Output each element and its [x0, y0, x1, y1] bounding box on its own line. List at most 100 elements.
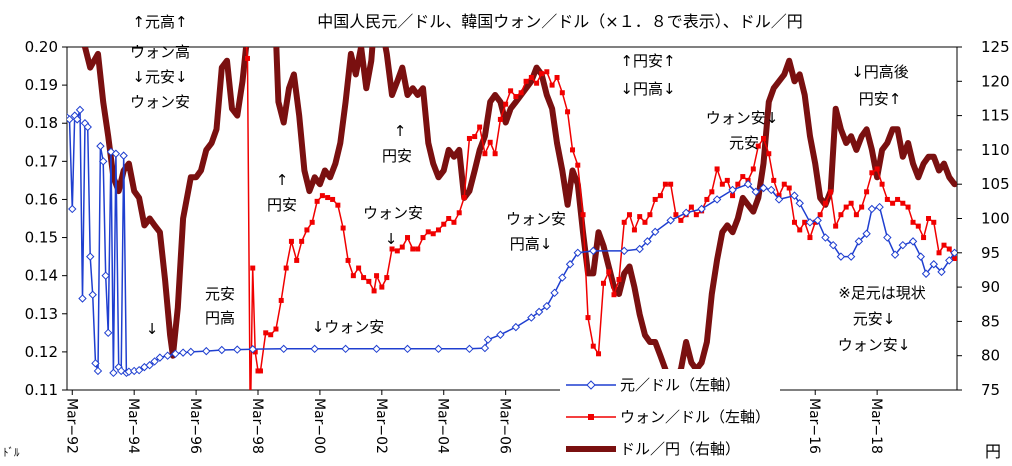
x-axis-tick-label: Mar−96 — [187, 398, 203, 454]
annotation: ウォン安 — [506, 210, 566, 228]
left-axis-unit: ﾄﾞﾙ — [3, 446, 20, 459]
data-point — [441, 221, 447, 227]
data-point — [244, 55, 250, 61]
data-point — [544, 69, 550, 75]
annotation: 円高↓ — [510, 235, 553, 253]
left-axis-tick-label: 0.11 — [25, 381, 58, 399]
data-point — [668, 181, 674, 187]
data-point — [559, 90, 565, 96]
data-point — [67, 115, 74, 124]
data-point — [620, 246, 629, 256]
annotation: 円安 — [382, 147, 412, 165]
data-point — [570, 147, 576, 153]
right-axis: 125 120 115 110 105 100 95 90 85 80 75 — [957, 38, 1010, 399]
data-point — [309, 219, 315, 225]
data-point — [774, 195, 784, 204]
annotation: ↑ — [394, 122, 407, 140]
data-point — [802, 219, 808, 225]
data-point — [119, 151, 128, 160]
series-line — [67, 109, 956, 374]
data-point — [647, 212, 653, 218]
data-point — [805, 218, 815, 227]
data-point — [652, 196, 658, 202]
legend: 元／ドル（左軸） ウォン／ドル（左軸） ドル／円（右軸） — [560, 369, 780, 466]
data-point — [846, 252, 856, 261]
data-point — [795, 199, 804, 208]
data-point — [558, 273, 567, 282]
series-layer — [67, 47, 957, 390]
data-point — [134, 365, 144, 375]
series-1 — [244, 47, 957, 390]
series-line — [81, 47, 957, 387]
data-point — [288, 238, 294, 244]
legend-item: ドル／円（右軸） — [566, 440, 740, 458]
data-point — [709, 189, 715, 195]
data-point — [895, 196, 901, 202]
data-point — [99, 157, 108, 166]
data-point — [697, 204, 706, 214]
data-point — [96, 141, 105, 151]
data-point — [862, 229, 871, 238]
data-point — [435, 227, 441, 233]
data-point — [714, 166, 720, 172]
data-point — [704, 196, 710, 202]
data-point — [946, 246, 952, 252]
data-point — [790, 191, 799, 200]
data-point — [68, 204, 77, 214]
data-point — [890, 250, 900, 259]
data-point — [534, 307, 544, 317]
data-point — [874, 166, 880, 172]
data-point — [781, 181, 787, 187]
data-point — [575, 162, 581, 168]
data-point — [257, 368, 263, 374]
x-axis-tick-label: Mar−02 — [373, 398, 389, 454]
data-point — [91, 359, 100, 368]
data-point — [335, 202, 341, 208]
annotation: 円安↑ — [859, 90, 902, 108]
data-point — [466, 135, 472, 141]
data-point — [492, 151, 498, 157]
data-point — [565, 260, 575, 269]
legend-item: 元／ドル（左軸） — [566, 376, 740, 394]
data-point — [915, 223, 921, 229]
data-point — [299, 238, 305, 244]
data-point — [941, 242, 947, 248]
legend-item: ウォン／ドル（左軸） — [566, 408, 770, 426]
right-axis-tick-label: 90 — [981, 278, 1000, 296]
data-point — [797, 227, 803, 233]
data-point — [937, 267, 946, 277]
data-point — [420, 235, 426, 241]
data-point — [926, 216, 932, 221]
data-point — [786, 185, 792, 191]
data-point — [905, 204, 911, 210]
x-axis-tick-label: Mar−06 — [497, 398, 513, 454]
data-point — [361, 275, 367, 281]
data-point — [171, 349, 180, 359]
data-point — [496, 330, 505, 339]
x-axis-tick-label: Mar−94 — [125, 398, 141, 454]
data-point — [585, 315, 591, 321]
data-point — [875, 202, 884, 212]
data-point — [487, 139, 493, 145]
data-point — [807, 235, 813, 241]
left-axis-tick-label: 0.19 — [25, 76, 58, 94]
data-point — [472, 134, 478, 140]
data-point — [740, 174, 746, 180]
data-point — [550, 288, 559, 298]
data-point — [109, 368, 118, 378]
data-point — [864, 189, 870, 195]
left-axis-tick-label: 0.20 — [25, 38, 58, 56]
annotation: ↓ — [385, 230, 398, 248]
data-point — [836, 252, 846, 261]
data-point — [480, 343, 490, 353]
data-point — [766, 151, 772, 157]
data-point — [217, 345, 226, 355]
data-point — [279, 344, 288, 354]
right-axis-tick-label: 125 — [981, 38, 1010, 56]
data-point — [693, 212, 699, 218]
annotation: ウォン安↓ — [838, 336, 911, 354]
data-point — [884, 196, 890, 202]
data-point — [410, 246, 416, 252]
data-point — [950, 248, 957, 258]
data-point — [869, 170, 875, 176]
